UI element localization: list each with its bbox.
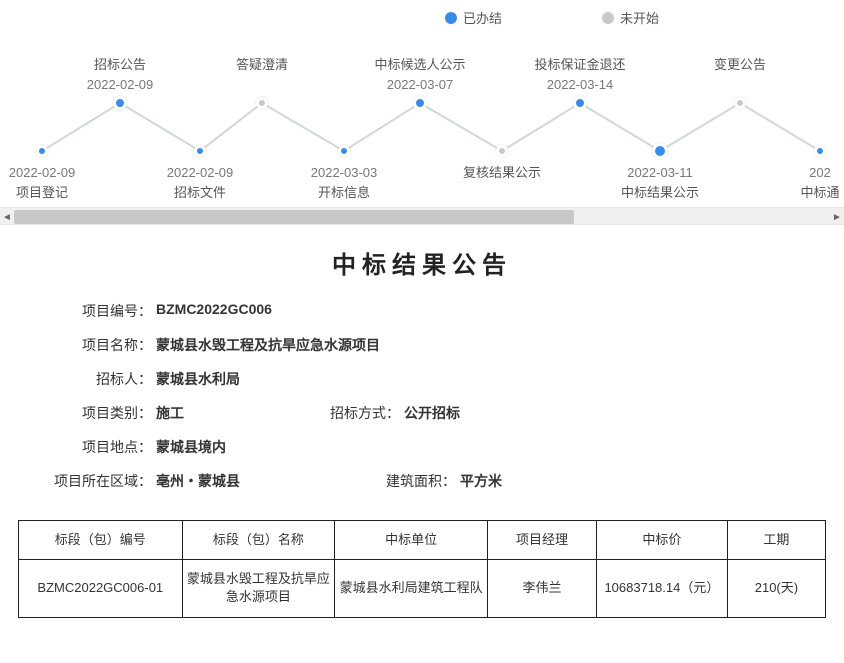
label-region: 项目所在区域： — [46, 471, 156, 491]
legend-completed-label: 已办结 — [463, 8, 502, 27]
value-project-no: BZMC2022GC006 — [156, 301, 272, 321]
row-project-name: 项目名称：蒙城县水毁工程及抗旱应急水源项目 — [46, 328, 798, 362]
legend-notstarted: 未开始 — [602, 8, 659, 27]
scroll-left-arrow[interactable]: ◄ — [0, 208, 14, 226]
label-bid-method: 招标方式： — [324, 403, 404, 423]
timeline-node[interactable] — [36, 145, 48, 157]
legend-notstarted-label: 未开始 — [620, 8, 659, 27]
row-project-loc: 项目地点：蒙城县境内 — [46, 430, 798, 464]
table-cell: 蒙城县水毁工程及抗旱应急水源项目 — [182, 560, 335, 617]
label-project-name: 项目名称： — [46, 335, 156, 355]
timeline-node-dot — [194, 145, 206, 157]
timeline-node[interactable] — [256, 97, 268, 109]
table-header-cell: 标段（包）编号 — [19, 521, 183, 560]
label-area: 建筑面积： — [380, 471, 460, 491]
table-body: BZMC2022GC006-01蒙城县水毁工程及抗旱应急水源项目蒙城县水利局建筑… — [19, 560, 826, 617]
timeline-node-dot — [338, 145, 350, 157]
timeline-node-label: 2022-03-11中标结果公示 — [590, 163, 730, 202]
value-region: 亳州・蒙城县 — [156, 471, 240, 491]
row-type-method: 项目类别：施工 招标方式：公开招标 — [46, 396, 798, 430]
timeline-node-label: 招标公告2022-02-09 — [50, 55, 190, 94]
scroll-right-arrow[interactable]: ► — [830, 208, 844, 226]
bid-result-table: 标段（包）编号标段（包）名称中标单位项目经理中标价工期 BZMC2022GC00… — [18, 520, 826, 618]
label-project-no: 项目编号： — [46, 301, 156, 321]
timeline: 招标公告2022-02-09答疑澄清中标候选人公示2022-03-07 投标保证金… — [0, 31, 844, 201]
timeline-node-dot — [256, 97, 268, 109]
timeline-legend: 已办结 未开始 — [260, 0, 844, 31]
timeline-node[interactable] — [113, 96, 127, 110]
timeline-node-label: 202中标通 — [750, 163, 844, 202]
legend-completed: 已办结 — [445, 8, 502, 27]
horizontal-scrollbar[interactable]: ◄ ► — [0, 207, 844, 225]
row-project-no: 项目编号：BZMC2022GC006 — [46, 294, 798, 328]
timeline-node-dot — [652, 143, 668, 159]
timeline-node[interactable] — [573, 96, 587, 110]
document-title: 中标结果公告 — [0, 225, 844, 294]
timeline-node[interactable] — [652, 143, 668, 159]
timeline-node[interactable] — [338, 145, 350, 157]
timeline-node-label: 2022-03-03开标信息 — [274, 163, 414, 202]
timeline-node-label: 2022-02-09招标文件 — [130, 163, 270, 202]
table-cell: BZMC2022GC006-01 — [19, 560, 183, 617]
table-cell: 210(天) — [727, 560, 825, 617]
label-project-loc: 项目地点： — [46, 437, 156, 457]
value-project-name: 蒙城县水毁工程及抗旱应急水源项目 — [156, 335, 380, 355]
label-tenderee: 招标人： — [46, 369, 156, 389]
timeline-node-dot — [814, 145, 826, 157]
label-project-type: 项目类别： — [46, 403, 156, 423]
timeline-node-label: 变更公告 — [670, 55, 810, 75]
project-info-block: 项目编号：BZMC2022GC006 项目名称：蒙城县水毁工程及抗旱应急水源项目… — [0, 294, 844, 498]
table-header-cell: 中标价 — [596, 521, 727, 560]
legend-completed-dot — [445, 12, 457, 24]
legend-notstarted-dot — [602, 12, 614, 24]
value-project-type: 施工 — [156, 403, 184, 423]
value-project-loc: 蒙城县境内 — [156, 437, 226, 457]
timeline-node-dot — [36, 145, 48, 157]
timeline-node-label: 投标保证金退还2022-03-14 — [510, 55, 650, 94]
table-header-cell: 标段（包）名称 — [182, 521, 335, 560]
table-cell: 李伟兰 — [487, 560, 596, 617]
table-cell: 10683718.14（元） — [596, 560, 727, 617]
timeline-node-dot — [413, 96, 427, 110]
timeline-node-label: 答疑澄清 — [192, 55, 332, 75]
timeline-node-dot — [734, 97, 746, 109]
timeline-node-label: 复核结果公示 — [432, 163, 572, 183]
timeline-node-label: 2022-02-09项目登记 — [0, 163, 112, 202]
scrollbar-thumb[interactable] — [14, 210, 574, 224]
table-header-cell: 工期 — [727, 521, 825, 560]
timeline-node[interactable] — [734, 97, 746, 109]
table-row: BZMC2022GC006-01蒙城县水毁工程及抗旱应急水源项目蒙城县水利局建筑… — [19, 560, 826, 617]
timeline-node-dot — [113, 96, 127, 110]
table-header-cell: 中标单位 — [335, 521, 488, 560]
timeline-viewport: 招标公告2022-02-09答疑澄清中标候选人公示2022-03-07 投标保证金… — [0, 31, 844, 207]
value-bid-method: 公开招标 — [404, 403, 460, 423]
timeline-node[interactable] — [496, 145, 508, 157]
row-tenderee: 招标人：蒙城县水利局 — [46, 362, 798, 396]
value-area: 平方米 — [460, 471, 502, 491]
timeline-node[interactable] — [413, 96, 427, 110]
table-header-cell: 项目经理 — [487, 521, 596, 560]
table-cell: 蒙城县水利局建筑工程队 — [335, 560, 488, 617]
timeline-node[interactable] — [194, 145, 206, 157]
timeline-node-label: 中标候选人公示2022-03-07 — [350, 55, 490, 94]
row-region-area: 项目所在区域：亳州・蒙城县 建筑面积：平方米 — [46, 464, 798, 498]
timeline-node[interactable] — [814, 145, 826, 157]
table-header-row: 标段（包）编号标段（包）名称中标单位项目经理中标价工期 — [19, 521, 826, 560]
timeline-node-dot — [496, 145, 508, 157]
value-tenderee: 蒙城县水利局 — [156, 369, 240, 389]
timeline-node-dot — [573, 96, 587, 110]
